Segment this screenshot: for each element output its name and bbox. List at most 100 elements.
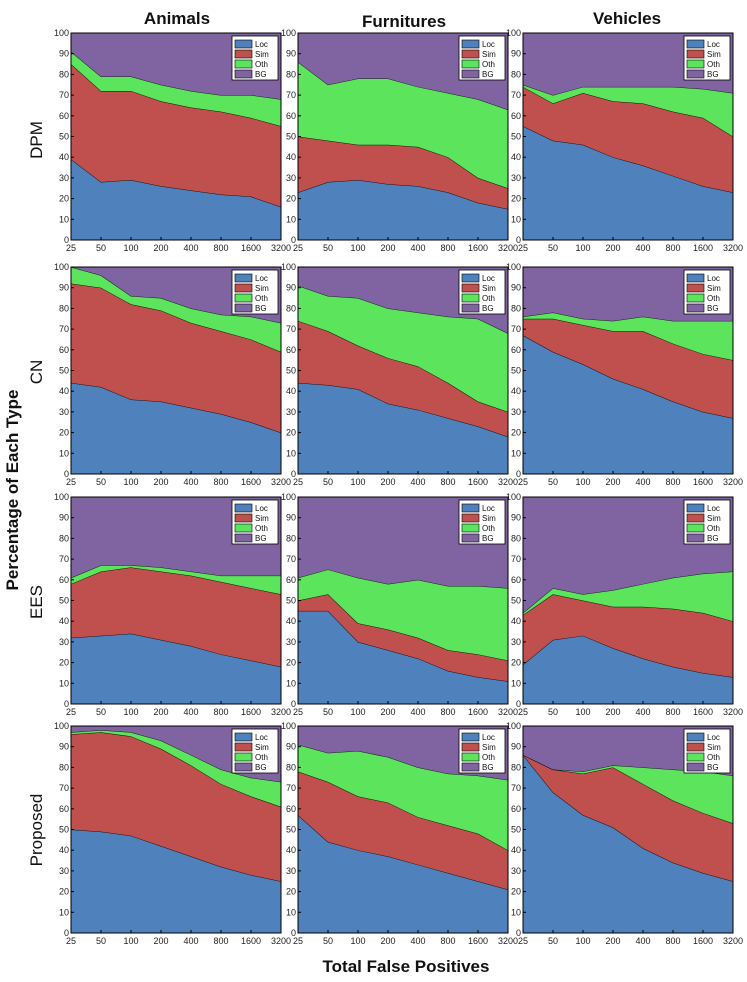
row-label-dpm: DPM [27,121,46,159]
y-tick-label-30-ees-furnitures: 30 [286,637,296,647]
x-tick-label-3200-ees-furnitures: 3200 [498,707,518,717]
x-tick-label-3200-proposed-furnitures: 3200 [498,936,518,946]
x-tick-label-3200-dpm-furnitures: 3200 [498,243,518,253]
legend-swatch-loc-cn-vehicles [686,273,705,283]
legend-label-oth-ees-furnitures: Oth [482,524,495,533]
y-tick-label-30-ees-vehicles: 30 [511,637,521,647]
y-tick-label-100-ees-animals: 100 [54,492,69,502]
y-tick-label-70-dpm-vehicles: 70 [511,90,521,100]
y-tick-label-100-cn-animals: 100 [54,262,69,272]
y-tick-label-70-proposed-furnitures: 70 [286,783,296,793]
area-sim-cn-vehicles [523,318,733,419]
y-tick-label-40-proposed-vehicles: 40 [511,845,521,855]
y-tick-label-90-ees-vehicles: 90 [511,513,521,523]
panel-cn-animals: 0 10 20 30 40 50 60 70 80 90 100 25 50 100 200 400 800 16… [54,262,291,487]
area-bg-proposed-animals [71,726,281,782]
legend-swatch-bg-ees-vehicles [686,533,705,543]
y-tick-label-0-dpm-vehicles: 0 [516,235,521,245]
x-tick-label-1600-proposed-animals: 1600 [241,936,261,946]
y-tick-label-20-cn-vehicles: 20 [511,428,521,438]
legend-swatch-bg-dpm-furnitures [461,69,480,79]
area-bg-proposed-furnitures [298,726,508,780]
x-tick-label-100-cn-animals: 100 [123,477,138,487]
legend-label-oth-proposed-furnitures: Oth [482,753,495,762]
legend-label-loc-ees-animals: Loc [255,504,268,513]
area-sim-dpm-vehicles [523,86,733,193]
y-tick-label-20-proposed-vehicles: 20 [511,887,521,897]
x-tick-label-200-proposed-animals: 200 [153,936,168,946]
area-oth-ees-vehicles [523,571,733,622]
x-tick-label-400-cn-animals: 400 [183,477,198,487]
y-tick-label-60-cn-furnitures: 60 [286,345,296,355]
legend-label-loc-dpm-furnitures: Loc [482,40,495,49]
y-tick-label-80-proposed-animals: 80 [59,762,69,772]
y-tick-label-30-dpm-furnitures: 30 [286,173,296,183]
y-tick-label-60-proposed-furnitures: 60 [286,804,296,814]
x-tick-label-3200-cn-furnitures: 3200 [498,477,518,487]
y-tick-label-70-dpm-animals: 70 [59,90,69,100]
legend-label-sim-proposed-vehicles: Sim [707,743,721,752]
x-tick-label-800-proposed-furnitures: 800 [440,936,455,946]
y-tick-label-10-proposed-animals: 10 [59,907,69,917]
x-tick-label-400-cn-furnitures: 400 [410,477,425,487]
x-tick-label-1600-ees-animals: 1600 [241,707,261,717]
y-tick-label-10-proposed-furnitures: 10 [286,907,296,917]
y-tick-label-100-cn-vehicles: 100 [506,262,521,272]
legend-swatch-oth-ees-furnitures [461,523,480,533]
x-tick-label-200-dpm-vehicles: 200 [605,243,620,253]
x-tick-label-25-ees-animals: 25 [66,707,76,717]
y-tick-label-0-cn-animals: 0 [64,469,69,479]
legend-label-oth-cn-furnitures: Oth [482,294,495,303]
x-tick-label-50-ees-furnitures: 50 [323,707,333,717]
y-tick-label-10-cn-animals: 10 [59,448,69,458]
panel-data-ees-vehicles [522,496,734,704]
legend-swatch-bg-cn-vehicles [686,303,705,313]
x-axis-label: Total False Positives [323,957,490,976]
x-tick-label-100-dpm-vehicles: 100 [575,243,590,253]
area-sim-proposed-furnitures [298,771,508,890]
panel-data-dpm-vehicles [522,32,734,240]
y-tick-label-70-dpm-furnitures: 70 [286,90,296,100]
row-label-cn: CN [27,360,46,385]
y-tick-label-100-proposed-vehicles: 100 [506,721,521,731]
area-sim-cn-animals [71,283,281,433]
y-tick-label-20-ees-animals: 20 [59,658,69,668]
y-tick-label-50-cn-animals: 50 [59,366,69,376]
legend-label-sim-ees-animals: Sim [255,514,269,523]
y-tick-label-50-dpm-animals: 50 [59,132,69,142]
area-bg-cn-furnitures [298,267,508,334]
legend-label-loc-cn-vehicles: Loc [707,274,720,283]
x-tick-label-200-ees-vehicles: 200 [605,707,620,717]
y-tick-label-10-cn-vehicles: 10 [511,448,521,458]
legend-swatch-oth-cn-animals [234,293,253,303]
y-tick-label-70-proposed-vehicles: 70 [511,783,521,793]
area-bg-proposed-vehicles [523,726,733,776]
area-sim-ees-animals [71,567,281,667]
y-tick-label-40-dpm-vehicles: 40 [511,152,521,162]
legend-label-loc-ees-furnitures: Loc [482,504,495,513]
legend-label-bg-proposed-vehicles: BG [707,763,719,772]
x-tick-label-1600-proposed-furnitures: 1600 [468,936,488,946]
legend-label-oth-dpm-vehicles: Oth [707,60,720,69]
x-tick-label-400-dpm-animals: 400 [183,243,198,253]
x-tick-label-400-ees-animals: 400 [183,707,198,717]
y-tick-label-70-ees-furnitures: 70 [286,554,296,564]
y-tick-label-60-dpm-furnitures: 60 [286,111,296,121]
x-tick-label-200-proposed-vehicles: 200 [605,936,620,946]
x-tick-label-1600-cn-vehicles: 1600 [693,477,713,487]
legend-swatch-loc-proposed-vehicles [686,732,705,742]
x-tick-label-800-proposed-animals: 800 [213,936,228,946]
legend-swatch-sim-cn-animals [234,283,253,293]
column-title-animals: Animals [144,9,210,28]
x-tick-label-400-proposed-animals: 400 [183,936,198,946]
area-loc-proposed-animals [71,829,281,933]
area-sim-ees-furnitures [298,594,508,682]
legend-label-loc-dpm-animals: Loc [255,40,268,49]
panel-dpm-animals: 0 10 20 30 40 50 60 70 80 90 100 25 50 100 200 400 800 16… [54,28,291,253]
area-sim-proposed-animals [71,732,281,882]
legend-label-bg-ees-animals: BG [255,534,267,543]
y-tick-label-70-proposed-animals: 70 [59,783,69,793]
